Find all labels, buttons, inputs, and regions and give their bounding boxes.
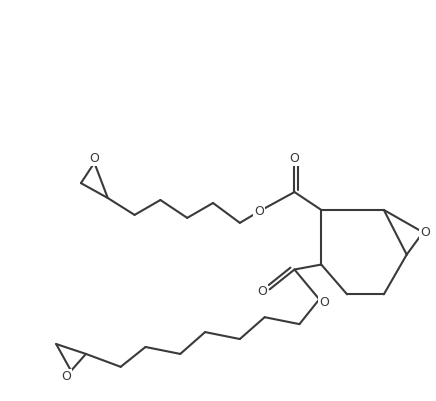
- Text: O: O: [89, 152, 99, 165]
- Text: O: O: [319, 296, 329, 309]
- Text: O: O: [254, 205, 264, 219]
- Text: O: O: [420, 226, 430, 239]
- Text: O: O: [290, 152, 300, 165]
- Text: O: O: [61, 370, 71, 383]
- Text: O: O: [257, 285, 267, 298]
